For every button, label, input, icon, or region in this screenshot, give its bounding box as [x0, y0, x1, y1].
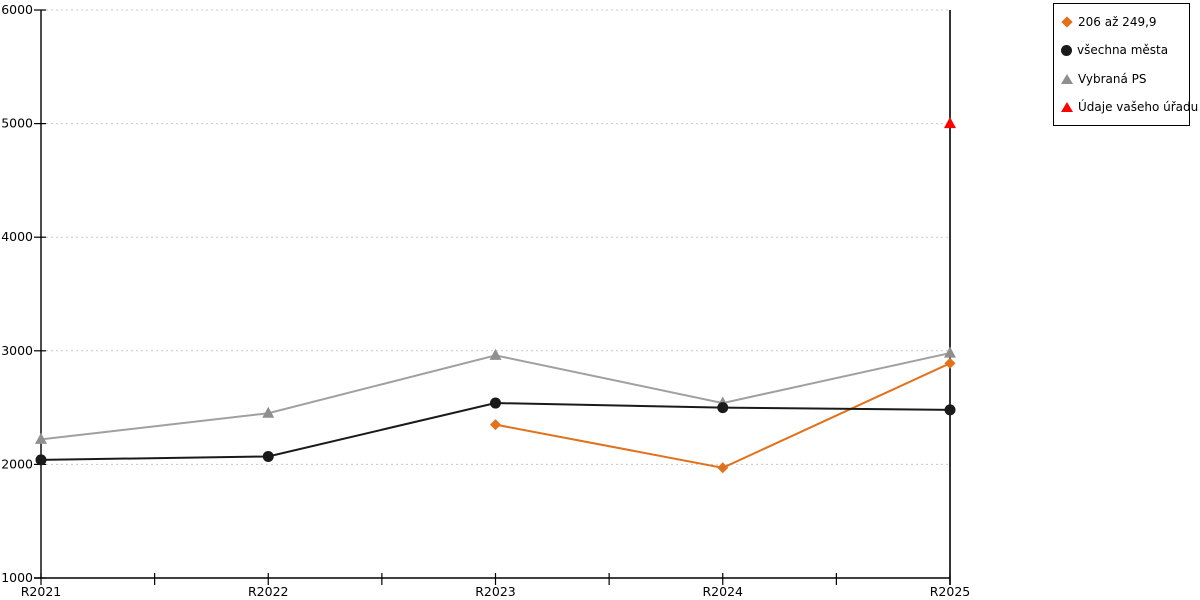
legend-label: všechna města	[1077, 43, 1169, 58]
data-point	[262, 450, 274, 462]
x-tick-label: R2024	[703, 584, 744, 599]
data-point	[35, 432, 47, 444]
data-point	[489, 348, 502, 360]
data-point	[717, 462, 729, 474]
legend-item: 206 až 249,9	[1061, 15, 1187, 29]
legend-item: Vybraná PS	[1061, 72, 1187, 86]
series-line	[40, 402, 951, 461]
legend-label: Údaje vašeho úřadu	[1078, 99, 1199, 114]
y-tick-label: 3000	[1, 343, 33, 358]
legend-label: 206 až 249,9	[1078, 15, 1157, 30]
legend-label: Vybraná PS	[1078, 71, 1147, 86]
legend-item: všechna města	[1061, 43, 1187, 57]
triangle-icon	[1061, 101, 1073, 112]
data-point	[490, 419, 501, 431]
diamond-icon	[1061, 16, 1073, 28]
y-tick-label: 1000	[1, 570, 33, 585]
y-tick-label: 4000	[1, 229, 33, 244]
x-tick-label: R2021	[21, 584, 62, 599]
data-point	[944, 404, 956, 416]
data-point	[35, 454, 47, 466]
data-point	[944, 117, 956, 129]
x-tick-label: R2025	[930, 584, 971, 599]
y-tick-label: 6000	[1, 2, 33, 17]
circle-icon	[1061, 44, 1072, 56]
data-point	[262, 406, 275, 418]
y-tick-label: 5000	[1, 116, 33, 131]
data-point	[490, 397, 501, 409]
legend: 206 až 249,9 všechna města Vybraná PS Úd…	[1053, 3, 1198, 126]
triangle-icon	[1061, 73, 1073, 84]
legend-item: Údaje vašeho úřadu	[1061, 100, 1198, 114]
y-tick-label: 2000	[1, 456, 33, 471]
data-point	[944, 357, 956, 369]
data-point	[717, 402, 729, 414]
series-line	[495, 362, 951, 469]
x-tick-label: R2022	[248, 584, 289, 599]
x-tick-label: R2023	[475, 584, 516, 599]
data-point	[944, 346, 956, 358]
